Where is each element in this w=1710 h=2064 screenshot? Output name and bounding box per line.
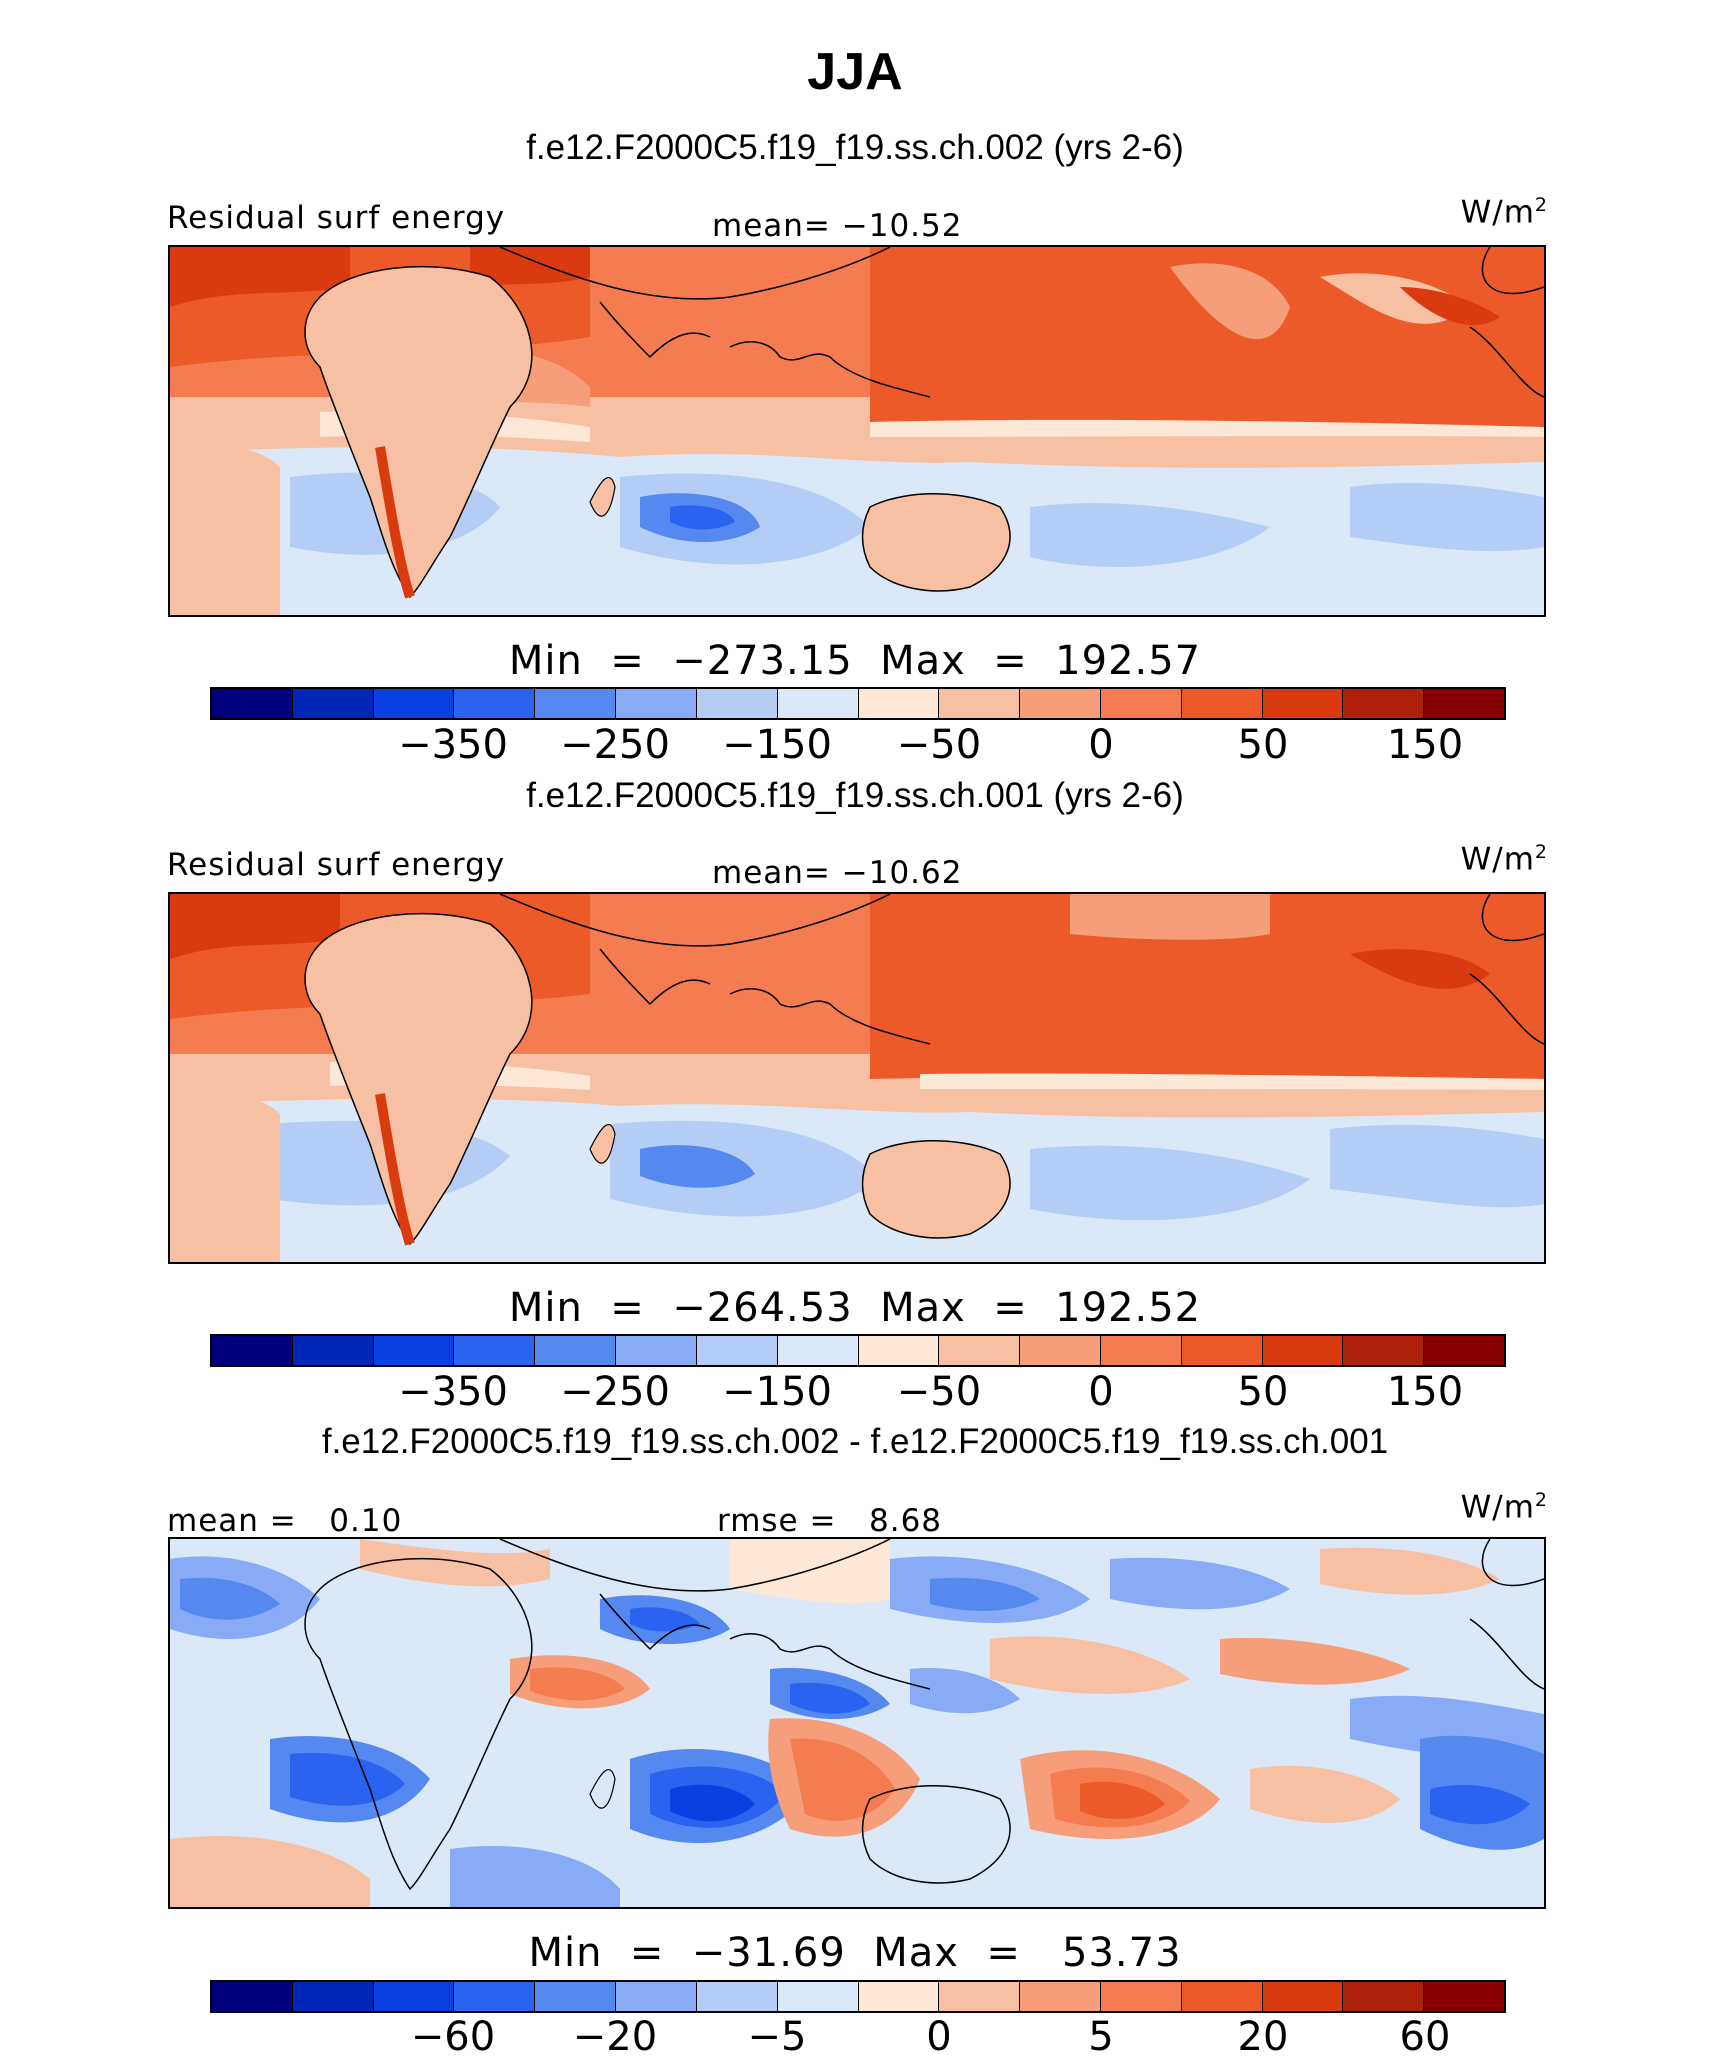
colorbar-tick-label: 0 [1088,722,1114,768]
colorbar-swatch [616,1982,697,2011]
panel-3-map [168,1537,1546,1909]
panel-1-mean-label: mean= −10.52 [712,208,963,244]
figure-title: JJA [807,43,903,101]
colorbar-swatch [292,689,374,718]
colorbar-swatch [1343,1336,1425,1365]
panel-3-map-svg [170,1539,1544,1907]
panel-1-colorbar-ticks: −350 −250 −150 −50 0 50 150 [210,722,1506,770]
colorbar-tick-label: −250 [560,722,670,768]
colorbar-tick-label: 0 [1088,1369,1114,1415]
colorbar-tick-label: 60 [1399,2014,1451,2060]
colorbar-swatch [535,1336,617,1365]
panel-1-colorbar [210,687,1506,720]
colorbar-tick-label: −250 [560,1369,670,1415]
colorbar-swatch [1100,1982,1182,2011]
colorbar-tick-label: 150 [1386,1369,1464,1415]
colorbar-swatch [1262,1336,1344,1365]
panel-2-colorbar [210,1334,1506,1367]
colorbar-swatch [777,689,859,718]
panel-1-variable-label: Residual surf energy [167,200,506,236]
colorbar-tick-label: −150 [722,1369,832,1415]
colorbar-swatch [939,1982,1021,2011]
colorbar-swatch [777,1982,859,2011]
panel-1-units-label: W/m2 [1460,194,1548,231]
panel-2-units-label: W/m2 [1460,841,1548,878]
panel-1-case-title: f.e12.F2000C5.f19_f19.ss.ch.002 (yrs 2-6… [526,128,1184,167]
colorbar-swatch [212,1982,293,2011]
panel-2-map-svg [170,894,1544,1262]
colorbar-swatch [1020,1982,1101,2011]
colorbar-swatch [777,1336,859,1365]
colorbar-tick-label: −350 [398,1369,508,1415]
panel-2-minmax-label: Min = −264.53 Max = 192.52 [508,1285,1202,1331]
colorbar-swatch [535,689,617,718]
panel-1-map [168,245,1546,617]
panel-3-colorbar [210,1980,1506,2013]
colorbar-swatch [1181,689,1263,718]
colorbar-tick-label: 50 [1237,722,1289,768]
panel-1-minmax-label: Min = −273.15 Max = 192.57 [508,638,1202,684]
colorbar-tick-label: −20 [572,2014,658,2060]
panel-2-map [168,892,1546,1264]
colorbar-swatch [858,689,940,718]
colorbar-tick-label: 50 [1237,1369,1289,1415]
panel-3-rmse-label: rmse = 8.68 [717,1503,943,1539]
colorbar-swatch [292,1336,374,1365]
panel-3-units-label: W/m2 [1460,1489,1548,1526]
colorbar-swatch [454,1336,536,1365]
panel-2-mean-label: mean= −10.62 [712,855,963,891]
colorbar-swatch [1424,689,1504,718]
colorbar-tick-label: 0 [926,2014,952,2060]
colorbar-swatch [1262,1982,1344,2011]
colorbar-swatch [616,1336,697,1365]
panel-3-minmax-label: Min = −31.69 Max = 53.73 [528,1930,1182,1976]
colorbar-swatch [858,1982,940,2011]
colorbar-swatch [1181,1336,1263,1365]
colorbar-tick-label: −350 [398,722,508,768]
colorbar-swatch [1424,1336,1504,1365]
colorbar-tick-label: −150 [722,722,832,768]
colorbar-swatch [292,1982,374,2011]
colorbar-tick-label: −50 [896,1369,982,1415]
colorbar-swatch [696,1336,778,1365]
colorbar-swatch [212,689,293,718]
panel-3-case-title: f.e12.F2000C5.f19_f19.ss.ch.002 - f.e12.… [321,1422,1389,1461]
colorbar-swatch [373,689,455,718]
panel-2-colorbar-ticks: −350 −250 −150 −50 0 50 150 [210,1369,1506,1417]
panel-2-variable-label: Residual surf energy [167,847,506,883]
panel-3-colorbar-ticks: −60 −20 −5 0 5 20 60 [210,2014,1506,2062]
panel-2-case-title: f.e12.F2000C5.f19_f19.ss.ch.001 (yrs 2-6… [526,776,1184,815]
colorbar-tick-label: 5 [1088,2014,1114,2060]
colorbar-swatch [454,689,536,718]
colorbar-swatch [373,1982,455,2011]
colorbar-tick-label: −50 [896,722,982,768]
colorbar-swatch [454,1982,536,2011]
colorbar-swatch [696,1982,778,2011]
colorbar-swatch [1020,1336,1101,1365]
colorbar-swatch [1100,689,1182,718]
colorbar-swatch [373,1336,455,1365]
colorbar-swatch [939,689,1021,718]
colorbar-tick-label: −60 [410,2014,496,2060]
colorbar-swatch [1343,1982,1425,2011]
colorbar-swatch [696,689,778,718]
colorbar-swatch [616,689,697,718]
panel-1-map-svg [170,247,1544,615]
colorbar-swatch [1343,689,1425,718]
colorbar-swatch [1424,1982,1504,2011]
colorbar-swatch [212,1336,293,1365]
colorbar-swatch [1100,1336,1182,1365]
colorbar-swatch [1262,689,1344,718]
colorbar-swatch [858,1336,940,1365]
colorbar-swatch [535,1982,617,2011]
colorbar-swatch [1020,689,1101,718]
colorbar-swatch [939,1336,1021,1365]
colorbar-tick-label: 150 [1386,722,1464,768]
colorbar-swatch [1181,1982,1263,2011]
colorbar-tick-label: 20 [1237,2014,1289,2060]
colorbar-tick-label: −5 [747,2014,807,2060]
panel-3-mean-label: mean = 0.10 [167,1503,403,1539]
